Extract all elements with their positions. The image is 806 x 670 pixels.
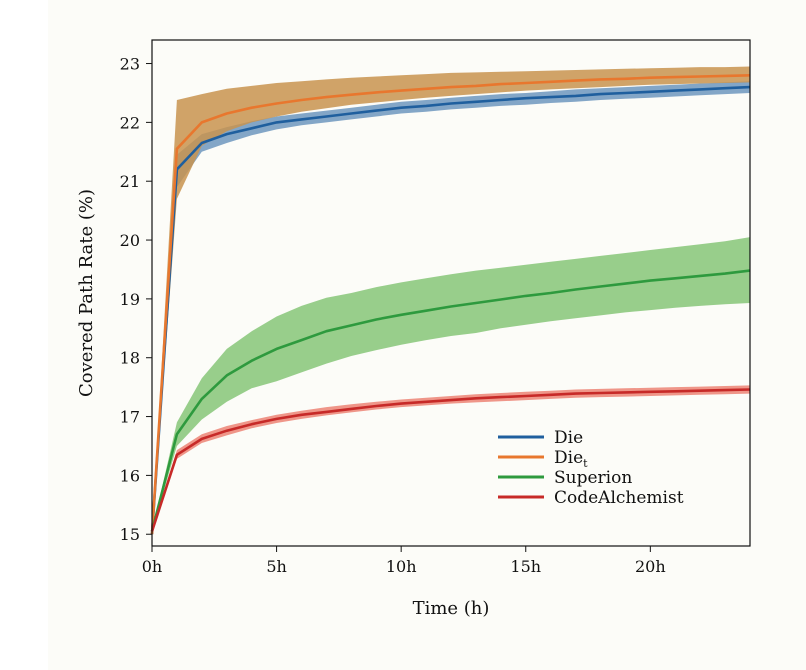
plot-frame (151, 39, 751, 547)
y-axis-ticks: 15 16 17 18 19 20 21 22 23 (120, 55, 152, 544)
x-tick-label: 0h (142, 557, 162, 576)
series-line-diet (150, 74, 751, 535)
x-axis-label: Time (h) (413, 598, 490, 619)
x-tick-label: 15h (510, 557, 541, 576)
x-tick-label: 10h (386, 557, 417, 576)
y-tick-label: 19 (120, 290, 140, 309)
y-tick-label: 18 (120, 349, 140, 368)
legend-label-superion: Superion (554, 468, 632, 488)
y-axis-label: Covered Path Rate (%) (76, 189, 97, 397)
legend-label-diet: Diet (554, 448, 588, 470)
y-tick-label: 22 (120, 113, 140, 132)
series-line-codealchemist (150, 388, 751, 532)
x-axis-ticks: 0h 5h 10h 15h 20h (142, 546, 666, 576)
confidence-bands (152, 66, 750, 535)
series-line-die (150, 85, 751, 535)
y-tick-label: 23 (120, 55, 140, 74)
y-tick-label: 21 (120, 172, 140, 191)
legend-label-die: Die (554, 428, 583, 448)
legend-label-codealchemist: CodeAlchemist (554, 488, 684, 508)
x-tick-label: 5h (266, 557, 286, 576)
x-tick-label: 20h (635, 557, 666, 576)
series-lines (150, 74, 751, 535)
band-diet (152, 66, 750, 535)
y-tick-label: 17 (120, 408, 140, 427)
series-line-superion (150, 269, 751, 532)
band-superion (152, 237, 750, 532)
y-tick-label: 20 (120, 231, 140, 250)
y-tick-label: 15 (120, 525, 140, 544)
band-codealchemist (152, 385, 750, 532)
y-tick-label: 16 (120, 466, 140, 485)
